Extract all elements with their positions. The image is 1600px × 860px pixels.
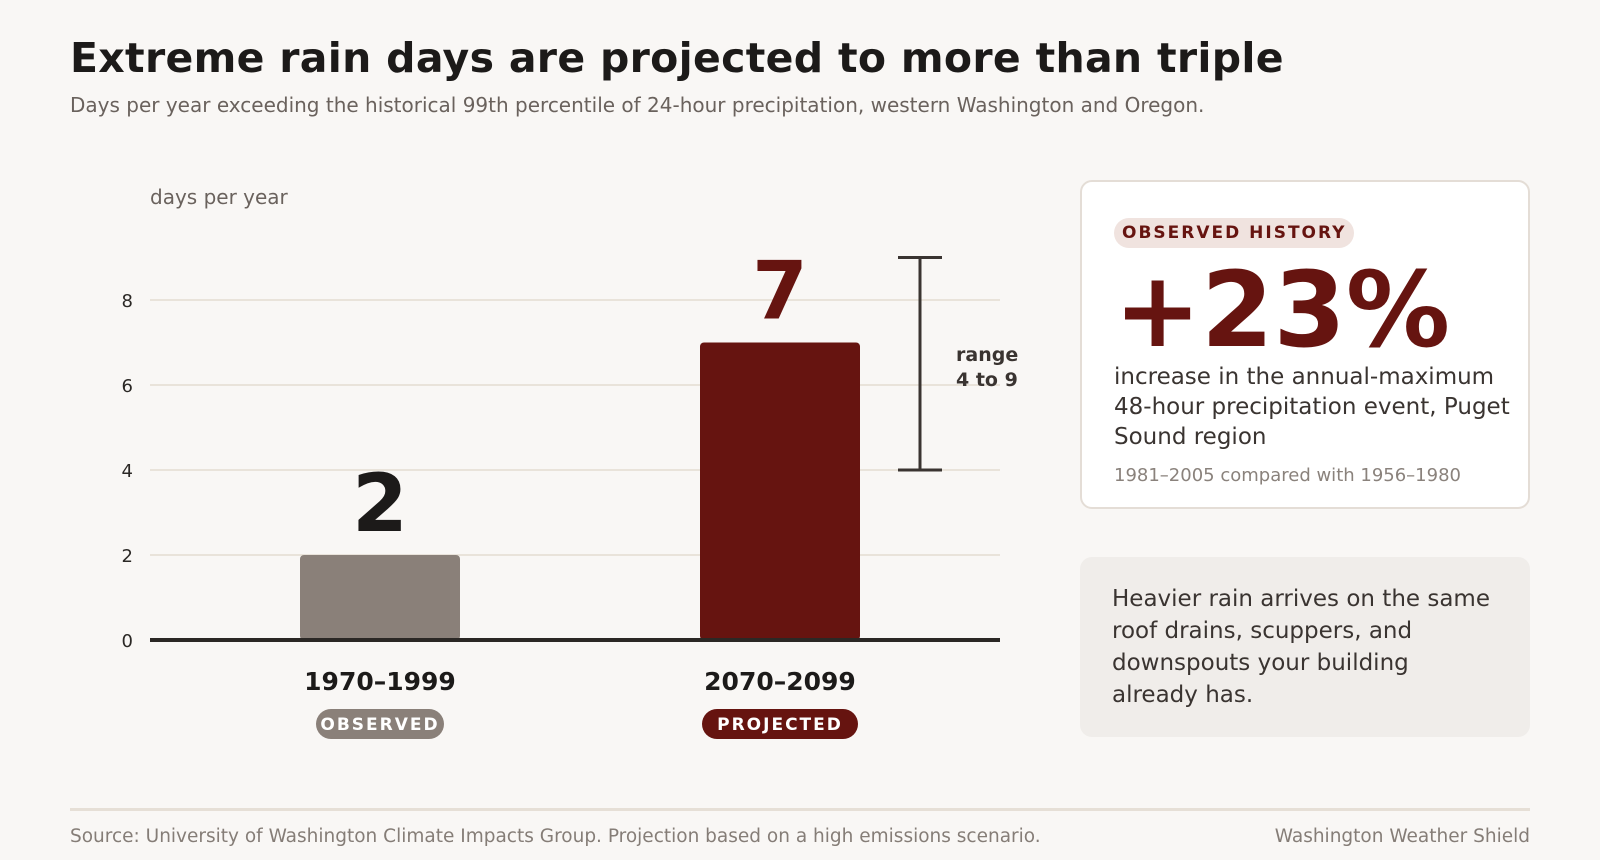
bar-value-label: 7 [752,245,808,338]
stat-description: increase in the annual-maximum 48-hour p… [1114,364,1510,450]
stat-note: 1981–2005 compared with 1956–1980 [1114,465,1461,486]
category-badge [702,709,858,739]
category-badge-label: OBSERVED [320,715,439,735]
y-tick-label: 4 [122,461,133,482]
y-tick-label: 2 [122,546,133,567]
stat-badge: OBSERVED HISTORY [1114,218,1355,248]
range-label: 4 to 9 [956,369,1018,391]
y-tick-label: 6 [122,376,133,397]
source-note: Source: University of Washington Climate… [70,826,1041,847]
callout-text: Heavier rain arrives on the same roof dr… [1112,586,1490,708]
stat-card: OBSERVED HISTORY +23% increase in the an… [1080,180,1530,509]
stat-value: +23% [1114,249,1451,371]
bar [700,342,860,640]
bar-chart: days per year 0 2 4 6 8 2 1970–1999 OBSERVED 7 207… [122,185,1018,739]
y-tick-label: 0 [122,631,133,652]
brand-name: Washington Weather Shield [1274,826,1530,847]
range-label: range [956,344,1018,366]
x-tick-label: 2070–2099 [704,667,856,696]
x-tick-label: 1970–1999 [304,667,456,696]
category-badge [316,709,444,739]
bar [300,555,460,640]
chart-title: Extreme rain days are projected to more … [70,34,1284,82]
y-tick-label: 8 [122,291,133,312]
bar-value-label: 2 [352,457,408,550]
footer-divider [70,808,1530,811]
category-badge-label: PROJECTED [717,715,843,735]
callout-box: Heavier rain arrives on the same roof dr… [1080,557,1530,737]
chart-subtitle: Days per year exceeding the historical 9… [70,93,1205,117]
y-axis-label: days per year [150,185,289,209]
